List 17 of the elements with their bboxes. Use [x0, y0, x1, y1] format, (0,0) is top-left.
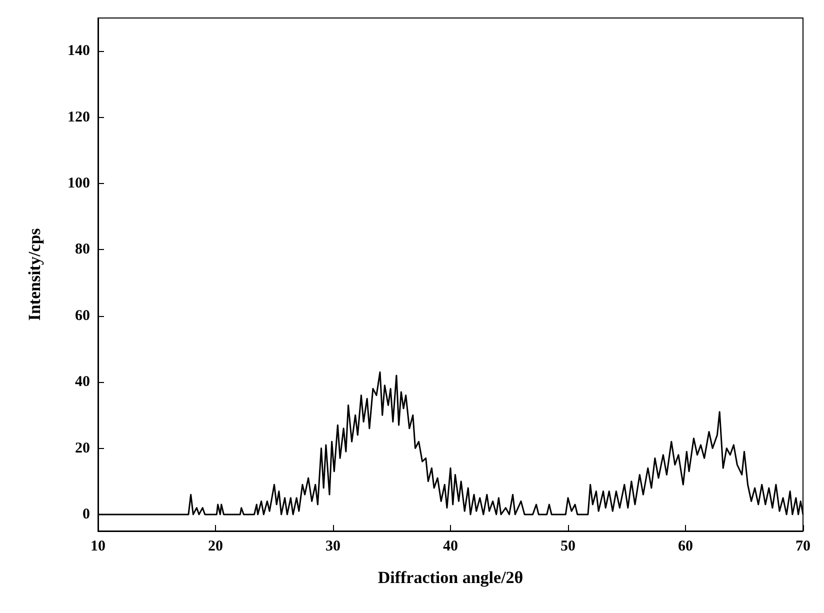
- x-tick-label: 10: [90, 538, 106, 554]
- x-axis-title: Diffraction angle/2θ: [378, 568, 524, 587]
- x-tick-label: 70: [796, 538, 810, 554]
- x-tick-label: 30: [326, 538, 340, 554]
- y-tick-label: 140: [68, 43, 90, 60]
- y-tick-label: 80: [75, 242, 90, 258]
- x-tick-label: 50: [560, 538, 576, 554]
- x-tick-label: 20: [208, 538, 223, 554]
- y-axis-title: Intensity/cps: [25, 228, 44, 321]
- y-tick-label: 100: [68, 175, 90, 192]
- x-tick-label: 40: [443, 538, 458, 554]
- y-tick-label: 40: [75, 374, 90, 390]
- y-tick-label: 20: [75, 440, 90, 456]
- y-tick-label: 120: [68, 109, 90, 126]
- x-tick-label: 60: [678, 538, 693, 554]
- y-tick-label: 0: [82, 506, 90, 522]
- y-tick-label: 60: [75, 308, 90, 324]
